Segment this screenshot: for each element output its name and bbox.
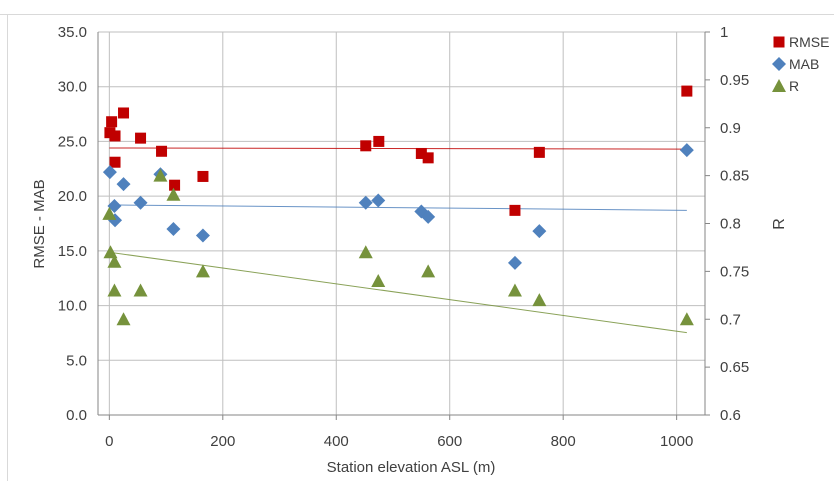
y-tick-label: 10.0 [58, 298, 87, 315]
chart-frame-left [7, 14, 8, 481]
data-point-r [358, 245, 373, 259]
y-tick-label: 35.0 [58, 24, 87, 41]
y2-tick-label: 0.95 [720, 72, 749, 89]
data-point-mab [133, 195, 148, 210]
legend: RMSE MAB R [772, 34, 829, 94]
data-point-rmse [360, 140, 372, 152]
data-point-rmse [422, 152, 434, 164]
data-point-r [195, 264, 210, 278]
y-tick-label: 30.0 [58, 79, 87, 96]
data-point-r [102, 206, 117, 220]
data-point-r [532, 293, 547, 307]
y2-tick-label: 1 [720, 24, 728, 41]
y-tick-label: 15.0 [58, 243, 87, 260]
data-point-mab [371, 193, 386, 208]
data-point-mab [532, 224, 547, 239]
legend-label-mab: MAB [789, 56, 819, 72]
y-tick-label: 20.0 [58, 188, 87, 205]
y2-tick-label: 0.7 [720, 311, 741, 328]
data-point-mab [107, 198, 122, 213]
axes: 0.0 5.0 10.0 15.0 20.0 25.0 30.0 35.0 0.6 0.65 0.7… [58, 24, 749, 450]
data-point-mab [679, 143, 694, 158]
y2-axis-title: R [771, 218, 788, 230]
data-point-r [371, 273, 386, 287]
data-point-mab [421, 209, 436, 224]
trendlines [109, 147, 687, 334]
data-point-rmse [156, 145, 168, 157]
legend-marker-mab [772, 57, 786, 71]
data-point-rmse [373, 135, 385, 147]
y-axis-title: RMSE - MAB [31, 179, 48, 268]
data-point-r [103, 245, 118, 259]
data-point-r [107, 254, 122, 268]
data-point-mab [358, 195, 373, 210]
data-point-rmse [135, 132, 147, 144]
legend-marker-r [772, 79, 786, 92]
x-tick-label: 400 [324, 433, 349, 450]
y2-tick-label: 0.8 [720, 216, 741, 233]
data-point-rmse [533, 146, 545, 158]
data-point-r [679, 312, 694, 326]
y-tick-label: 25.0 [58, 133, 87, 150]
data-markers [102, 85, 694, 326]
y-tick-label: 0.0 [66, 407, 87, 424]
y2-tick-label: 0.9 [720, 120, 741, 137]
data-point-rmse [415, 147, 427, 159]
data-point-mab [116, 177, 131, 192]
y-tick-label: 5.0 [66, 352, 87, 369]
y2-tick-label: 0.85 [720, 168, 749, 185]
data-point-mab [102, 165, 117, 180]
grid [98, 31, 705, 416]
data-point-r [133, 283, 148, 297]
x-tick-label: 600 [437, 433, 462, 450]
trendline-mab [109, 204, 687, 211]
data-point-r [421, 264, 436, 278]
data-point-rmse [197, 170, 209, 182]
x-tick-label: 200 [210, 433, 235, 450]
trendline-rmse [109, 147, 687, 150]
data-point-rmse [118, 107, 130, 119]
data-point-rmse [109, 156, 121, 168]
x-tick-label: 800 [551, 433, 576, 450]
data-point-r [107, 283, 122, 297]
data-point-rmse [109, 130, 121, 142]
legend-marker-rmse [773, 36, 785, 48]
x-tick-label: 1000 [660, 433, 693, 450]
data-point-r [166, 187, 181, 201]
data-point-r [507, 283, 522, 297]
chart-frame-top [0, 14, 834, 15]
y2-tick-label: 0.6 [720, 407, 741, 424]
trendline-r [109, 251, 687, 334]
data-point-rmse [681, 85, 693, 97]
data-point-mab [195, 228, 210, 243]
data-point-mab [507, 255, 522, 270]
data-point-rmse [169, 179, 181, 191]
data-point-mab [166, 221, 181, 236]
y2-tick-label: 0.75 [720, 263, 749, 280]
x-axis-title: Station elevation ASL (m) [327, 459, 496, 476]
data-point-r [153, 168, 168, 182]
data-point-rmse [509, 204, 521, 216]
x-tick-label: 0 [105, 433, 113, 450]
y2-tick-label: 0.65 [720, 359, 749, 376]
legend-label-r: R [789, 78, 799, 94]
legend-label-rmse: RMSE [789, 34, 829, 50]
data-point-rmse [106, 116, 118, 128]
data-point-r [116, 312, 131, 326]
